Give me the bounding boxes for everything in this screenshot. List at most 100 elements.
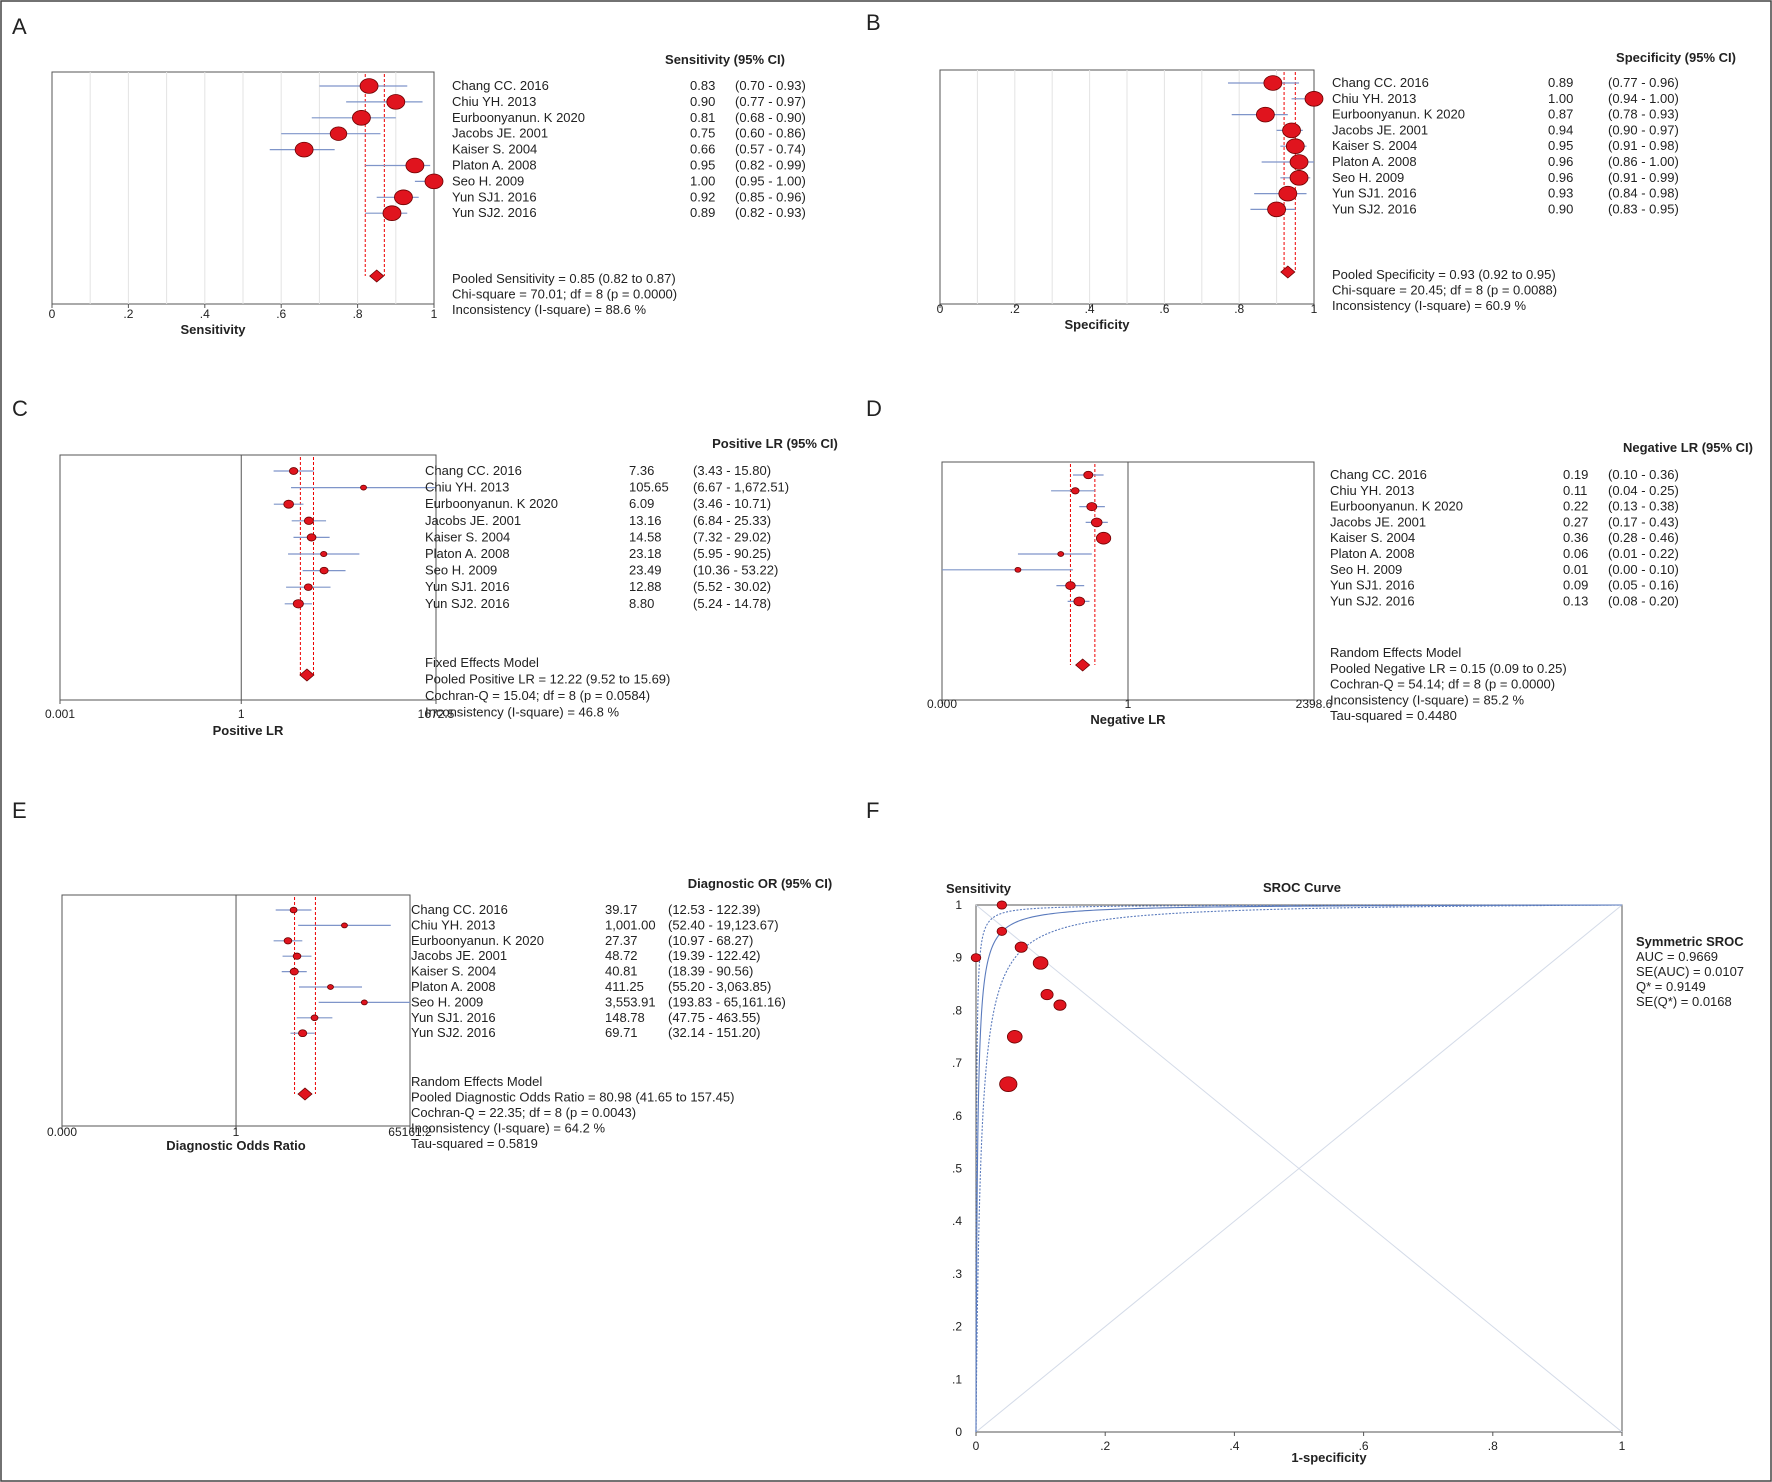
- study-value: 0.95: [690, 158, 715, 173]
- panel-letter: A: [12, 14, 27, 39]
- study-ci: (0.83 - 0.95): [1608, 201, 1679, 216]
- tick-label: .2: [123, 307, 133, 321]
- study-name: Platon A. 2008: [411, 979, 496, 994]
- study-point: [341, 922, 348, 929]
- study-name: Kaiser S. 2004: [1332, 138, 1417, 153]
- study-value: 40.81: [605, 964, 638, 979]
- study-ci: (0.77 - 0.97): [735, 94, 806, 109]
- study-point: [1285, 138, 1305, 154]
- sroc-study-point: [1053, 999, 1067, 1011]
- study-ci: (0.13 - 0.38): [1608, 499, 1679, 514]
- study-value: 23.49: [629, 563, 662, 578]
- study-ci: (0.01 - 0.22): [1608, 546, 1679, 561]
- study-ci: (0.86 - 1.00): [1608, 154, 1679, 169]
- study-ci: (3.43 - 15.80): [693, 463, 771, 478]
- study-name: Kaiser S. 2004: [1330, 530, 1415, 545]
- ci-column-header: Diagnostic OR (95% CI): [688, 876, 832, 891]
- study-name: Jacobs JE. 2001: [411, 948, 507, 963]
- study-name: Chiu YH. 2013: [1330, 483, 1414, 498]
- y-tick-label: .4: [952, 1214, 962, 1228]
- study-name: Jacobs JE. 2001: [1332, 122, 1428, 137]
- study-value: 0.19: [1563, 467, 1588, 482]
- pooled-diamond: [1075, 658, 1091, 672]
- study-value: 23.18: [629, 546, 662, 561]
- study-point: [1255, 106, 1275, 123]
- study-value: 1.00: [1548, 91, 1573, 106]
- study-name: Yun SJ1. 2016: [1330, 578, 1415, 593]
- panel-e: E Diagnostic OR (95% CI) Chang CC. 2016 39.…: [12, 798, 832, 1153]
- tick-label: .2: [1010, 302, 1020, 316]
- study-name: Eurboonyanun. K 2020: [1330, 499, 1463, 514]
- study-point: [298, 1029, 308, 1038]
- study-value: 0.11: [1563, 483, 1587, 498]
- study-point: [359, 78, 379, 94]
- study-point: [289, 906, 298, 914]
- study-name: Seo H. 2009: [411, 994, 483, 1009]
- study-name: Seo H. 2009: [452, 173, 524, 188]
- pooled-diamond: [1280, 265, 1296, 279]
- study-name: Kaiser S. 2004: [452, 142, 537, 157]
- study-name: Kaiser S. 2004: [411, 964, 496, 979]
- study-point: [310, 1014, 319, 1022]
- study-value: 3,553.91: [605, 994, 656, 1009]
- study-value: 0.95: [1548, 138, 1573, 153]
- study-value: 0.87: [1548, 107, 1573, 122]
- x-axis-title: Sensitivity: [180, 322, 246, 337]
- study-ci: (18.39 - 90.56): [668, 964, 753, 979]
- y-tick-label: .2: [952, 1320, 962, 1334]
- summary-line: Pooled Diagnostic Odds Ratio = 80.98 (41…: [411, 1090, 734, 1105]
- study-ci: (0.82 - 0.93): [735, 205, 806, 220]
- study-value: 27.37: [605, 933, 638, 948]
- study-ci: (10.36 - 53.22): [693, 563, 778, 578]
- x-tick-label: .2: [1100, 1439, 1110, 1453]
- study-name: Yun SJ1. 2016: [425, 579, 510, 594]
- study-point: [283, 937, 293, 945]
- study-value: 0.96: [1548, 170, 1573, 185]
- summary-line: Cochran-Q = 22.35; df = 8 (p = 0.0043): [411, 1105, 636, 1120]
- study-value: 0.92: [690, 189, 715, 204]
- study-point: [1090, 517, 1103, 528]
- panel-d: D Negative LR (95% CI) Chang CC. 2016 0.19 (…: [866, 396, 1753, 727]
- tick-label: 0: [937, 302, 944, 316]
- study-point: [306, 533, 317, 542]
- study-ci: (0.78 - 0.93): [1608, 107, 1679, 122]
- study-point: [386, 94, 406, 110]
- study-point: [1289, 170, 1309, 186]
- study-ci: (55.20 - 3,063.85): [668, 979, 771, 994]
- study-ci: (7.32 - 29.02): [693, 529, 771, 544]
- study-point: [1065, 581, 1076, 590]
- study-ci: (0.28 - 0.46): [1608, 530, 1679, 545]
- ci-column-header: Negative LR (95% CI): [1623, 440, 1753, 455]
- study-name: Jacobs JE. 2001: [452, 126, 548, 141]
- study-point: [1057, 551, 1065, 557]
- sroc-study-point: [970, 953, 982, 963]
- study-point: [320, 550, 328, 558]
- study-point: [360, 484, 367, 491]
- study-ci: (0.85 - 0.96): [735, 189, 806, 204]
- study-name: Chiu YH. 2013: [1332, 91, 1416, 106]
- study-ci: (0.10 - 0.36): [1608, 467, 1679, 482]
- study-value: 0.75: [690, 126, 715, 141]
- study-value: 0.27: [1563, 514, 1588, 529]
- study-ci: (19.39 - 122.42): [668, 948, 761, 963]
- y-tick-label: 0: [955, 1425, 962, 1439]
- summary-line: Random Effects Model: [411, 1074, 542, 1089]
- study-name: Chiu YH. 2013: [452, 94, 536, 109]
- study-value: 0.89: [690, 205, 715, 220]
- x-tick-label: .8: [1488, 1439, 1498, 1453]
- summary-line: Pooled Sensitivity = 0.85 (0.82 to 0.87): [452, 271, 676, 286]
- study-ci: (10.97 - 68.27): [668, 933, 753, 948]
- study-point: [294, 141, 314, 158]
- summary-line: Inconsistency (I-square) = 88.6 %: [452, 302, 646, 317]
- summary-line: Pooled Positive LR = 12.22 (9.52 to 15.6…: [425, 672, 670, 687]
- sroc-study-point: [1006, 1030, 1023, 1044]
- study-name: Yun SJ2. 2016: [425, 596, 510, 611]
- study-ci: (12.53 - 122.39): [668, 902, 761, 917]
- study-name: Yun SJ2. 2016: [1332, 201, 1417, 216]
- study-ci: (0.70 - 0.93): [735, 78, 806, 93]
- study-ci: (47.75 - 463.55): [668, 1010, 761, 1025]
- ci-column-header: Sensitivity (95% CI): [665, 52, 785, 67]
- study-name: Platon A. 2008: [452, 158, 537, 173]
- sroc-study-point: [996, 926, 1008, 936]
- summary-line: Chi-square = 70.01; df = 8 (p = 0.0000): [452, 287, 677, 302]
